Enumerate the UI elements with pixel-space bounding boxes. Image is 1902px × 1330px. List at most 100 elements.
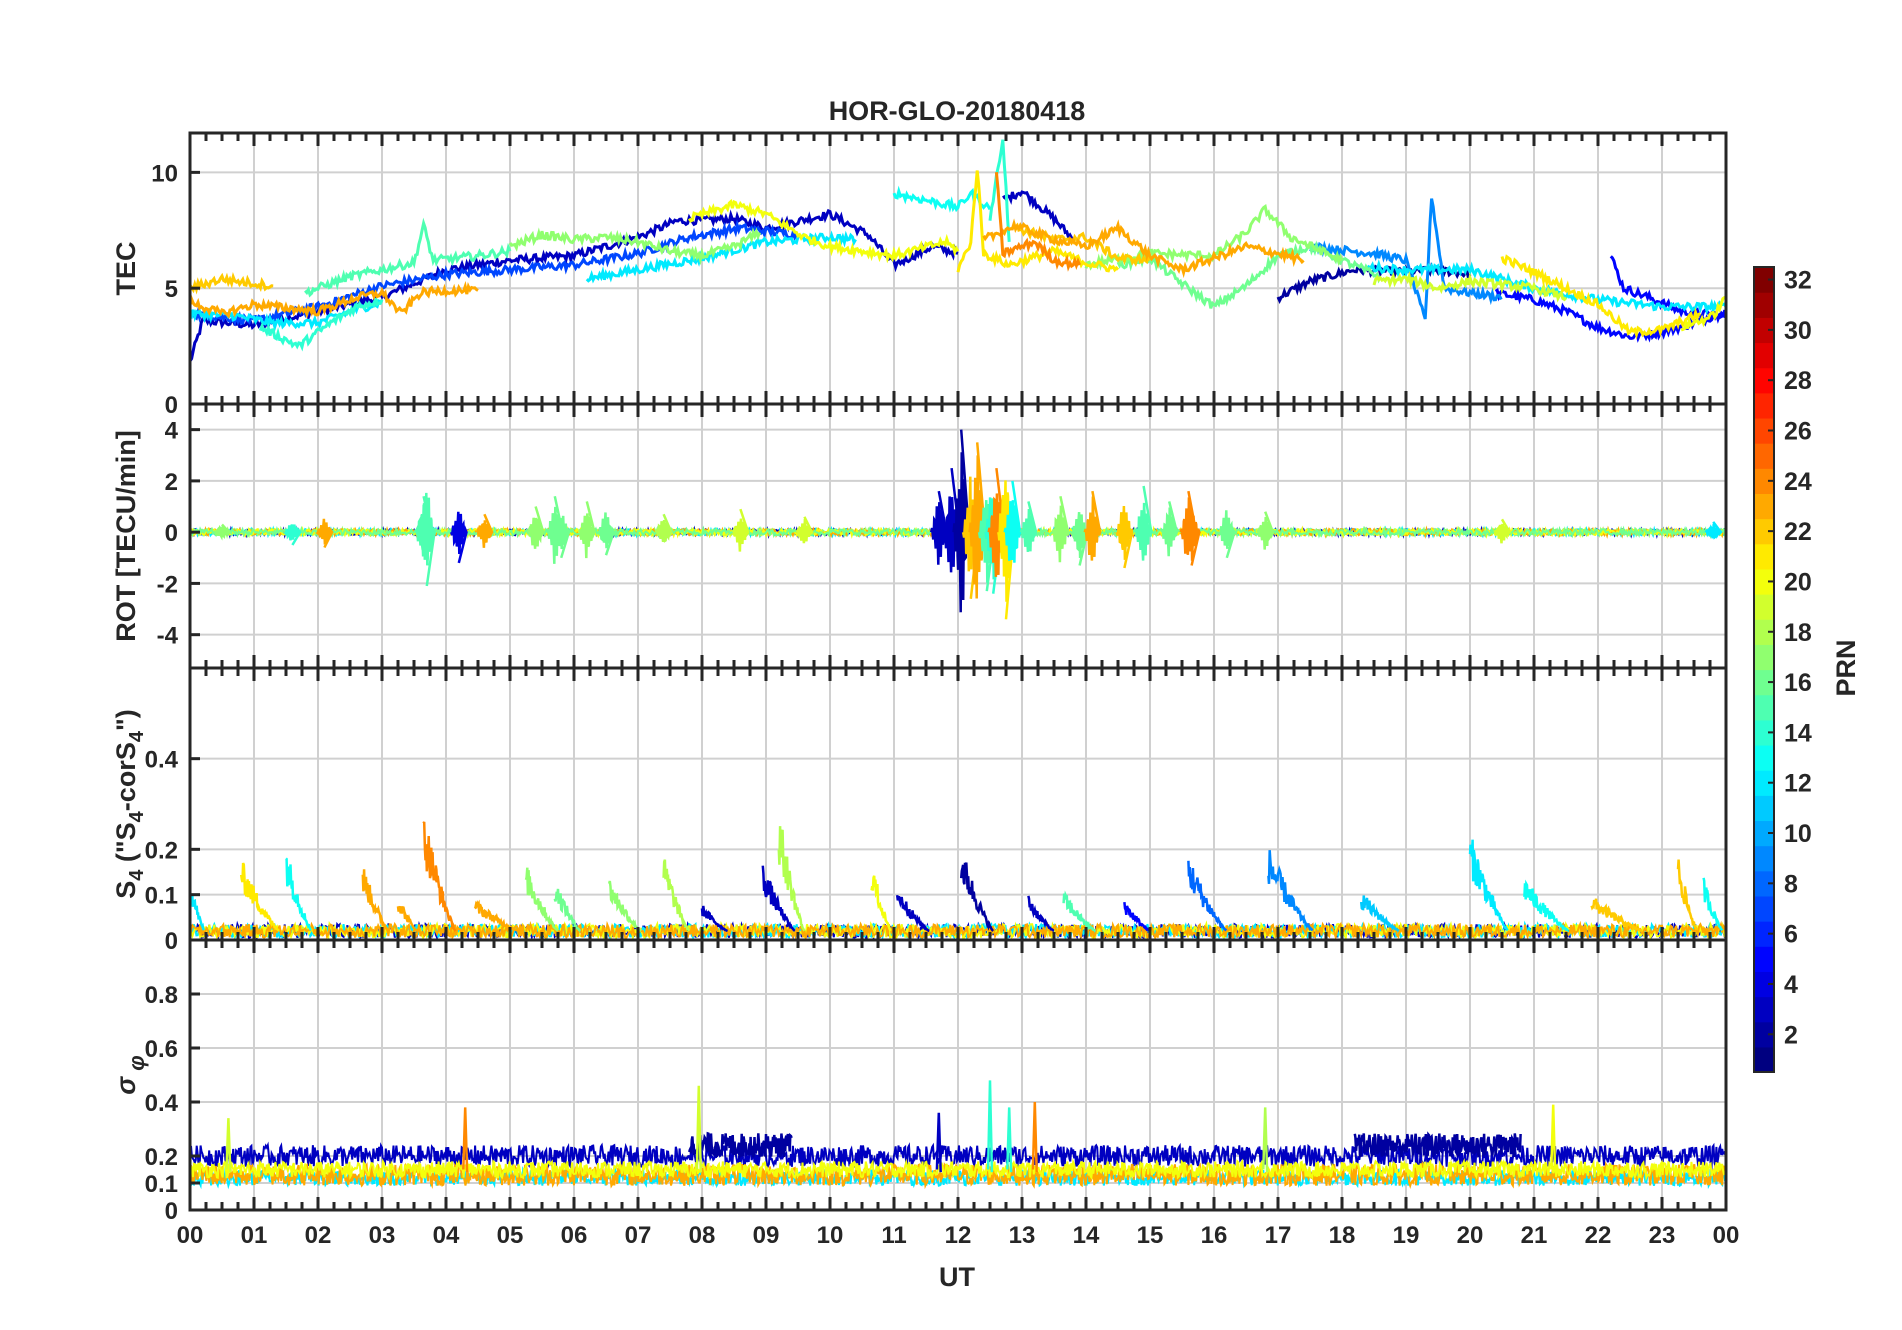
sigma-spike-prn-24 bbox=[1031, 1101, 1038, 1173]
rot-event-prn-17 bbox=[1051, 496, 1070, 563]
colorbar-segment bbox=[1754, 870, 1774, 897]
rot-event-prn-24 bbox=[1182, 506, 1201, 566]
rot-event-prn-16 bbox=[1070, 512, 1089, 566]
s4-event-prn-5 bbox=[1123, 901, 1151, 933]
y-axis-label-rot: ROT [TECU/min] bbox=[111, 430, 141, 641]
sigma-spike-prn-3 bbox=[935, 1112, 942, 1173]
colorbar-tick-label: 16 bbox=[1784, 669, 1812, 697]
x-tick-label: 02 bbox=[305, 1222, 332, 1249]
x-tick-label: 16 bbox=[1201, 1222, 1228, 1249]
series-group-rot bbox=[190, 429, 1726, 620]
colorbar-segment bbox=[1754, 543, 1774, 570]
y-tick-label: -2 bbox=[157, 571, 178, 598]
s4-event-prn-22 bbox=[1676, 859, 1698, 931]
sigma-spike-prn-20 bbox=[1550, 1104, 1557, 1173]
x-tick-label: 03 bbox=[369, 1222, 396, 1249]
series-group-tec bbox=[190, 139, 1726, 362]
colorbar-segment bbox=[1754, 342, 1774, 369]
tec-series-prn-20 bbox=[1680, 296, 1726, 332]
sigma-spike-prn-18 bbox=[1262, 1107, 1269, 1173]
y-tick-label: 0.4 bbox=[145, 747, 179, 774]
rot-event-prn-23 bbox=[315, 518, 334, 549]
colorbar-tick-label: 14 bbox=[1784, 719, 1812, 747]
x-tick-label: 09 bbox=[753, 1222, 780, 1249]
s4-event-prn-17 bbox=[524, 867, 559, 932]
rot-event-prn-16 bbox=[552, 515, 571, 559]
colorbar-segment bbox=[1754, 317, 1774, 344]
colorbar-segment bbox=[1754, 895, 1774, 922]
colorbar-tick-label: 28 bbox=[1784, 367, 1812, 395]
colorbar-segment bbox=[1754, 845, 1774, 872]
s4-event-prn-20 bbox=[870, 875, 892, 932]
colorbar-tick-label: 32 bbox=[1784, 267, 1812, 295]
y-tick-label: 4 bbox=[165, 418, 179, 445]
colorbar-tick-label: 2 bbox=[1784, 1021, 1798, 1049]
colorbar-tick-label: 6 bbox=[1784, 921, 1798, 949]
y-tick-label: 0.4 bbox=[145, 1090, 179, 1117]
rot-event-prn-15 bbox=[1019, 501, 1038, 552]
colorbar-segment bbox=[1754, 795, 1774, 822]
tec-series-prn-21 bbox=[956, 170, 1120, 273]
colorbar-tick-label: 18 bbox=[1784, 619, 1812, 647]
tec-series-prn-24 bbox=[994, 172, 1081, 272]
panel-s4: 00.10.20.4S4 ("S4-corS4") bbox=[111, 666, 1728, 955]
x-tick-labels: 00 01 02 03 04 05 06 07 08 09 10 11 12 13 14 15 16 17 18 19… bbox=[177, 1222, 1740, 1249]
colorbar-tick-label: 10 bbox=[1784, 820, 1812, 848]
colorbar-segment bbox=[1754, 518, 1774, 545]
y-axis-label-part: 4 bbox=[126, 869, 148, 881]
y-tick-label: 0.8 bbox=[145, 982, 178, 1009]
s4-event-prn-3 bbox=[1027, 895, 1055, 933]
s4-event-prn-9 bbox=[1267, 850, 1314, 932]
s4-event-prn-23 bbox=[396, 905, 419, 932]
tec-series-prn-9 bbox=[1309, 198, 1503, 320]
sigma-elevated-prn-2 bbox=[688, 1131, 793, 1161]
colorbar-segment bbox=[1754, 921, 1774, 947]
colorbar-segment bbox=[1754, 417, 1774, 444]
y-axis-label-part: φ bbox=[124, 1055, 149, 1070]
colorbar-segment bbox=[1754, 1046, 1774, 1073]
y-axis-label-part: -corS bbox=[111, 742, 141, 811]
s4-event-prn-11 bbox=[1359, 895, 1400, 932]
y-tick-label: 10 bbox=[151, 160, 178, 187]
x-tick-label: 01 bbox=[241, 1222, 268, 1249]
rot-event-prn-17 bbox=[213, 523, 231, 541]
sigma-series-prn-20 bbox=[190, 1157, 1726, 1182]
y-tick-label: 0 bbox=[165, 520, 178, 547]
y-axis-label-part: ("S bbox=[111, 822, 141, 869]
colorbar-segment bbox=[1754, 493, 1774, 520]
rot-event-prn-23 bbox=[475, 513, 494, 548]
colorbar-segment bbox=[1754, 946, 1774, 972]
x-axis-label: UT bbox=[939, 1262, 975, 1292]
s4-event-prn-12 bbox=[1468, 839, 1509, 932]
tec-series-prn-14 bbox=[258, 297, 384, 352]
colorbar-segment bbox=[1754, 694, 1774, 721]
y-tick-label: 2 bbox=[165, 469, 178, 496]
s4-event-prn-8 bbox=[1187, 860, 1228, 932]
sigma-elevated-prn-2 bbox=[1353, 1131, 1522, 1159]
rot-event-prn-17 bbox=[577, 501, 596, 559]
s4-event-prn-22 bbox=[1590, 898, 1643, 933]
colorbar-tick-label: 26 bbox=[1784, 418, 1812, 446]
rot-event-prn-19 bbox=[795, 516, 814, 544]
tec-series-prn-19 bbox=[1372, 270, 1568, 303]
y-tick-label: 0.6 bbox=[145, 1036, 178, 1063]
rot-event-prn-22 bbox=[1115, 505, 1134, 569]
s4-event-prn-3 bbox=[895, 895, 930, 933]
x-tick-label: 04 bbox=[433, 1222, 460, 1249]
rot-event-prn-19 bbox=[1493, 518, 1512, 544]
rot-event-prn-4 bbox=[449, 511, 468, 564]
rot-event-prn-17 bbox=[526, 506, 545, 549]
colorbar-segment bbox=[1754, 568, 1774, 595]
x-tick-label: 10 bbox=[817, 1222, 844, 1249]
s4-event-prn-18 bbox=[777, 826, 806, 932]
rot-event-prn-13 bbox=[1003, 480, 1022, 563]
x-tick-label: 13 bbox=[1009, 1222, 1036, 1249]
colorbar-segment bbox=[1754, 669, 1774, 696]
s4-event-prn-3 bbox=[700, 905, 728, 933]
x-tick-label: 11 bbox=[881, 1222, 906, 1249]
colorbar-segment bbox=[1754, 292, 1774, 318]
x-tick-label: 07 bbox=[625, 1222, 652, 1249]
s4-event-prn-3 bbox=[761, 865, 796, 932]
